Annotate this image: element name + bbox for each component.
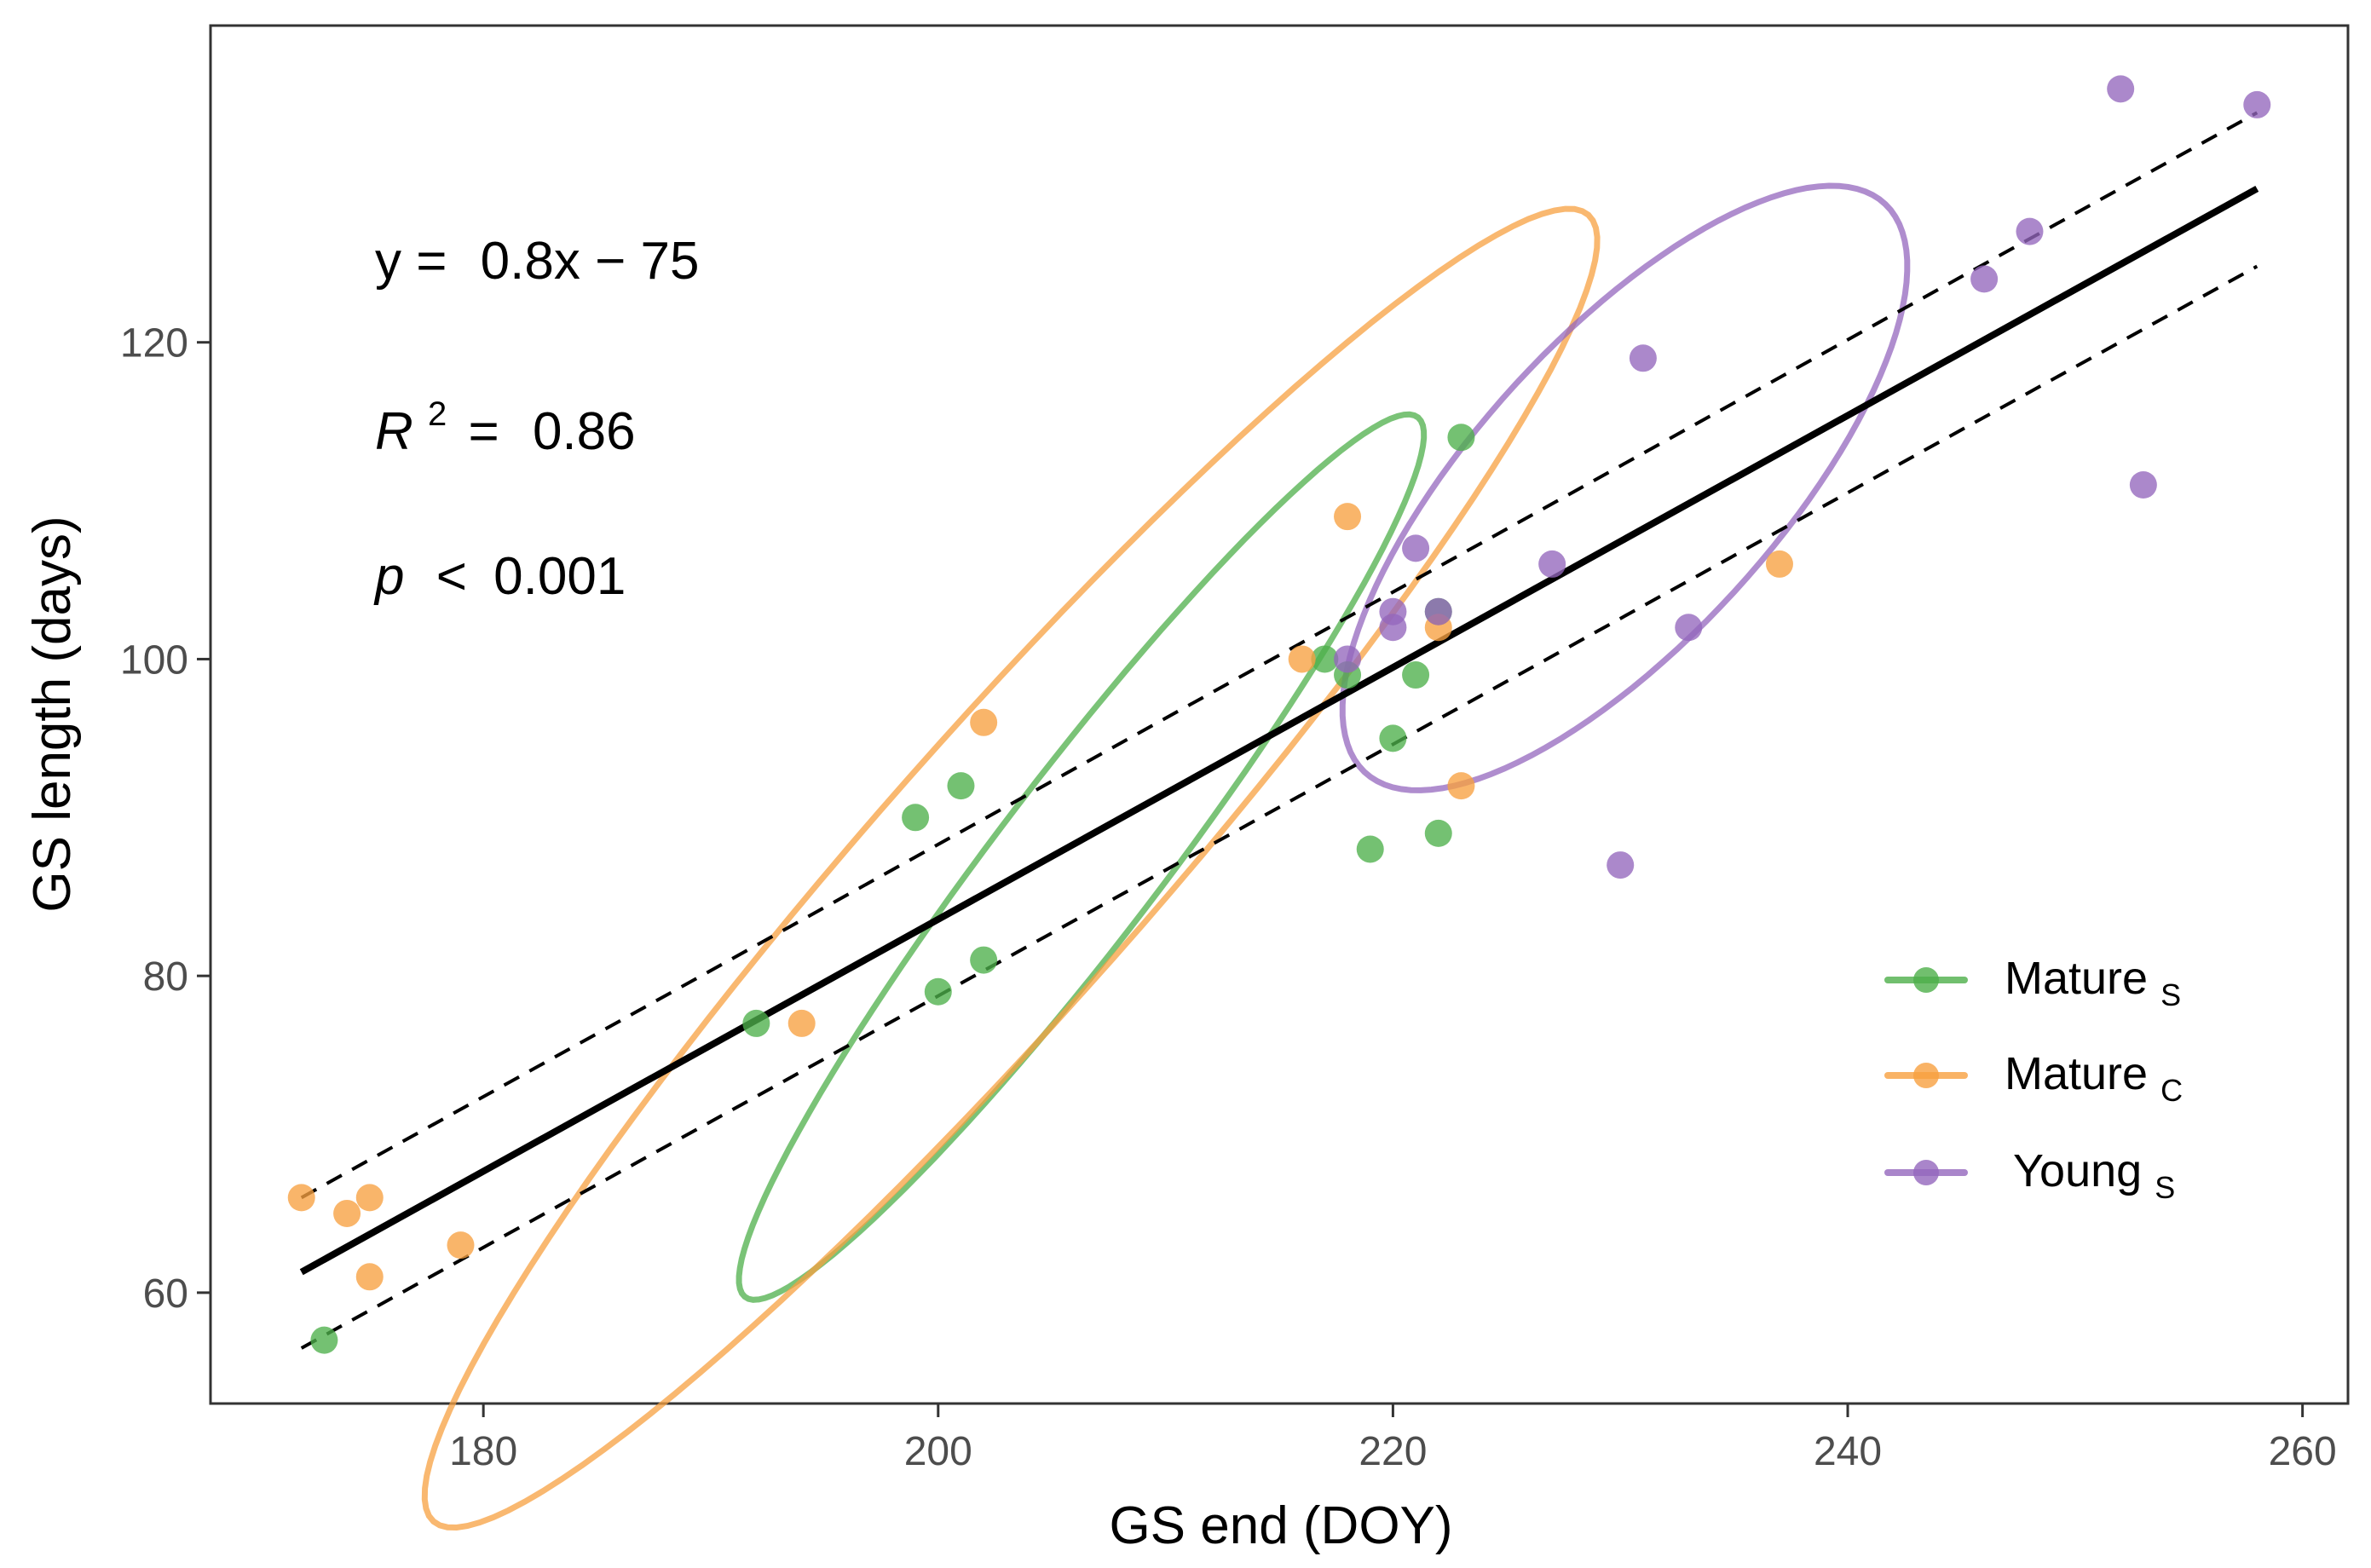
data-point-mature-c <box>333 1199 361 1227</box>
data-point-young-s <box>2243 90 2271 118</box>
data-point-young-s <box>1538 550 1566 578</box>
x-tick-label: 260 <box>2269 1429 2337 1474</box>
data-point-mature-s <box>1379 724 1407 752</box>
legend-key-dot-young-s <box>1913 1160 1939 1185</box>
data-point-young-s <box>2016 217 2044 245</box>
data-point-young-s <box>1675 614 1703 642</box>
ellipse-young-s <box>1339 182 1911 793</box>
data-point-mature-s <box>1447 424 1475 452</box>
x-tick-label: 240 <box>1814 1429 1882 1474</box>
data-point-mature-s <box>970 946 998 974</box>
data-point-young-s <box>1970 265 1999 293</box>
legend-label-young-s-sub: S <box>2155 1170 2175 1205</box>
y-axis: 60 80 100 120 <box>120 321 211 1317</box>
data-point-young-s <box>1402 534 1430 562</box>
y-tick-label: 120 <box>120 321 188 366</box>
r-squared-symbol: R <box>375 402 413 461</box>
regression-layer <box>299 111 2259 1350</box>
legend-label-young-s: Young S <box>2013 1145 2175 1205</box>
r-squared-value: 0.86 <box>533 402 636 461</box>
data-point-young-s <box>1629 344 1657 372</box>
legend-item-mature-c: Mature C <box>1884 1048 2183 1108</box>
x-axis-title: GS end (DOY) <box>1109 1496 1452 1555</box>
panel-border <box>209 24 2350 1405</box>
legend-label-young-s-name: Young <box>2013 1145 2142 1196</box>
data-point-mature-s <box>924 977 952 1006</box>
data-point-mature-c <box>355 1184 384 1212</box>
x-axis: 180 200 220 240 260 <box>449 1404 2337 1474</box>
equation-prefix: y = <box>375 232 447 291</box>
p-value-symbol: p <box>373 547 404 606</box>
data-point-young-s <box>1379 597 1407 625</box>
data-point-young-s <box>1334 645 1362 673</box>
data-point-young-s <box>1607 851 1635 879</box>
data-point-young-s <box>2107 75 2135 103</box>
data-point-mature-s <box>1356 835 1384 863</box>
legend-key-dot-mature-c <box>1913 1063 1939 1088</box>
data-point-mature-c <box>355 1263 384 1291</box>
legend-label-mature-c: Mature C <box>2005 1048 2183 1108</box>
legend-label-mature-s-name: Mature <box>2005 953 2148 1004</box>
y-tick-label: 80 <box>143 954 188 1000</box>
data-point-young-s <box>2129 471 2157 499</box>
p-value-lt: < <box>436 547 467 606</box>
points-layer <box>287 75 2271 1354</box>
data-point-mature-s <box>1311 645 1339 673</box>
legend-label-mature-c-name: Mature <box>2005 1048 2148 1099</box>
data-point-mature-c <box>1447 772 1475 800</box>
data-point-mature-s <box>947 772 975 800</box>
data-point-mature-c <box>970 708 998 736</box>
x-tick-label: 200 <box>904 1429 972 1474</box>
y-tick-label: 60 <box>143 1271 188 1317</box>
ellipse-mature-c <box>421 205 1601 1531</box>
data-point-mature-c <box>1765 550 1793 578</box>
data-point-young-s <box>1424 597 1452 625</box>
data-point-mature-s <box>310 1326 338 1354</box>
equation-rhs: 0.8x − 75 <box>481 232 700 291</box>
equation-annotation: y = 0.8x − 75 <box>375 232 699 291</box>
stats-annotations: y = 0.8x − 75 R 2 = 0.86 p < 0.001 <box>373 232 699 606</box>
legend-label-mature-s-sub: S <box>2160 977 2181 1012</box>
p-value-annotation: p < 0.001 <box>373 547 626 606</box>
data-point-mature-s <box>1424 819 1452 847</box>
data-point-mature-c <box>1334 503 1362 531</box>
data-point-mature-c <box>787 1009 816 1037</box>
data-point-mature-s <box>742 1009 770 1037</box>
legend-key-dot-mature-s <box>1913 967 1939 993</box>
r-squared-equals: = <box>469 402 499 461</box>
p-value-value: 0.001 <box>493 547 626 606</box>
legend-label-mature-c-sub: C <box>2160 1073 2183 1108</box>
y-tick-label: 100 <box>120 637 188 683</box>
legend-label-mature-s: Mature S <box>2005 953 2181 1012</box>
x-tick-label: 180 <box>449 1429 517 1474</box>
regression-line <box>299 185 2259 1276</box>
data-point-mature-c <box>447 1231 475 1260</box>
data-point-mature-c <box>1288 645 1316 673</box>
y-axis-title: GS length (days) <box>23 516 82 912</box>
r-squared-superscript: 2 <box>428 395 447 433</box>
x-tick-label: 220 <box>1359 1429 1427 1474</box>
confidence-lower-line <box>300 264 2259 1350</box>
data-point-mature-c <box>287 1184 315 1212</box>
data-point-mature-s <box>902 804 930 832</box>
legend-item-mature-s: Mature S <box>1884 953 2181 1012</box>
legend: Mature S Mature C Young S <box>1884 953 2183 1205</box>
data-point-mature-s <box>1402 661 1430 689</box>
r-squared-annotation: R 2 = 0.86 <box>375 378 636 461</box>
confidence-upper-line <box>300 111 2259 1200</box>
legend-item-young-s: Young S <box>1884 1145 2175 1205</box>
